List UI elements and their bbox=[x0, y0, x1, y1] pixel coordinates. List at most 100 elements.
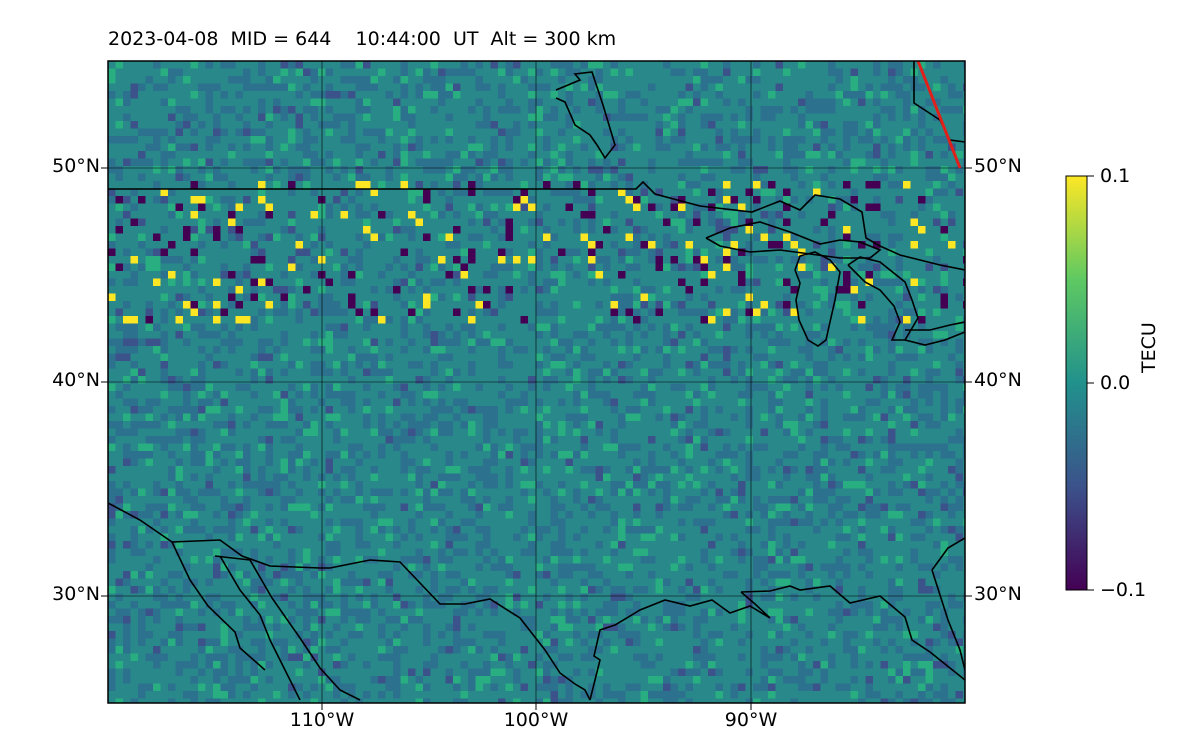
tec-cell bbox=[940, 661, 948, 669]
tec-cell bbox=[258, 563, 266, 571]
tec-cell bbox=[580, 61, 588, 69]
tec-cell bbox=[573, 331, 581, 339]
tec-cell bbox=[843, 226, 851, 234]
tec-cell bbox=[723, 248, 731, 256]
tec-cell bbox=[363, 338, 371, 346]
tec-cell bbox=[288, 481, 296, 489]
tec-cell bbox=[565, 383, 573, 391]
tec-cell bbox=[948, 173, 956, 181]
tec-cell bbox=[415, 473, 423, 481]
tec-cell bbox=[483, 661, 491, 669]
tec-cell bbox=[715, 158, 723, 166]
tec-cell bbox=[123, 481, 131, 489]
tec-cell bbox=[955, 398, 963, 406]
tec-cell bbox=[588, 376, 596, 384]
tec-cell bbox=[520, 188, 528, 196]
tec-cell bbox=[693, 653, 701, 661]
tec-cell bbox=[198, 226, 206, 234]
tec-cell bbox=[340, 698, 348, 703]
tec-cell bbox=[573, 368, 581, 376]
tec-cell bbox=[640, 526, 648, 534]
tec-cell bbox=[633, 683, 641, 691]
tec-cell bbox=[498, 301, 506, 309]
tec-cell bbox=[273, 181, 281, 189]
tec-cell bbox=[633, 91, 641, 99]
tec-cell bbox=[685, 443, 693, 451]
tec-cell bbox=[685, 98, 693, 106]
tec-cell bbox=[115, 196, 123, 204]
tec-cell bbox=[843, 181, 851, 189]
tec-cell bbox=[430, 571, 438, 579]
tec-cell bbox=[558, 353, 566, 361]
tec-cell bbox=[580, 196, 588, 204]
tec-cell bbox=[505, 293, 513, 301]
tec-cell bbox=[490, 473, 498, 481]
tec-cell bbox=[610, 428, 618, 436]
tec-cell bbox=[798, 271, 806, 279]
tec-cell bbox=[723, 211, 731, 219]
tec-cell bbox=[760, 683, 768, 691]
tec-cell bbox=[663, 263, 671, 271]
tec-cell bbox=[243, 293, 251, 301]
tec-cell bbox=[933, 488, 941, 496]
tec-cell bbox=[153, 616, 161, 624]
tec-cell bbox=[820, 293, 828, 301]
tec-cell bbox=[730, 346, 738, 354]
tec-cell bbox=[888, 451, 896, 459]
tec-cell bbox=[430, 158, 438, 166]
tec-cell bbox=[288, 218, 296, 226]
tec-cell bbox=[130, 406, 138, 414]
tec-cell bbox=[378, 181, 386, 189]
tec-cell bbox=[288, 263, 296, 271]
tec-cell bbox=[408, 601, 416, 609]
tec-cell bbox=[888, 361, 896, 369]
tec-cell bbox=[648, 233, 656, 241]
tec-cell bbox=[573, 488, 581, 496]
tec-cell bbox=[565, 61, 573, 69]
tec-cell bbox=[603, 616, 611, 624]
tec-cell bbox=[768, 511, 776, 519]
tec-cell bbox=[753, 76, 761, 84]
tec-cell bbox=[280, 113, 288, 121]
tec-cell bbox=[408, 526, 416, 534]
tec-cell bbox=[625, 218, 633, 226]
tec-cell bbox=[865, 608, 873, 616]
tec-cell bbox=[340, 496, 348, 504]
tec-cell bbox=[213, 563, 221, 571]
tec-cell bbox=[213, 331, 221, 339]
tec-cell bbox=[828, 458, 836, 466]
tec-cell bbox=[228, 181, 236, 189]
tec-cell bbox=[295, 278, 303, 286]
tec-cell bbox=[183, 391, 191, 399]
tec-cell bbox=[483, 526, 491, 534]
tec-cell bbox=[565, 638, 573, 646]
tec-cell bbox=[438, 556, 446, 564]
tec-cell bbox=[220, 196, 228, 204]
tec-cell bbox=[670, 106, 678, 114]
tec-cell bbox=[273, 233, 281, 241]
tec-cell bbox=[610, 113, 618, 121]
tec-cell bbox=[535, 683, 543, 691]
tec-cell bbox=[543, 226, 551, 234]
tec-cell bbox=[400, 136, 408, 144]
tec-cell bbox=[190, 451, 198, 459]
tec-cell bbox=[948, 211, 956, 219]
tec-cell bbox=[625, 181, 633, 189]
tec-cell bbox=[963, 391, 965, 399]
tec-cell bbox=[183, 601, 191, 609]
tec-cell bbox=[895, 511, 903, 519]
tec-cell bbox=[378, 316, 386, 324]
tec-cell bbox=[355, 248, 363, 256]
tec-cell bbox=[558, 488, 566, 496]
tec-cell bbox=[138, 683, 146, 691]
tec-cell bbox=[303, 128, 311, 136]
tec-cell bbox=[295, 91, 303, 99]
tec-cell bbox=[265, 503, 273, 511]
tec-cell bbox=[633, 406, 641, 414]
tec-cell bbox=[700, 271, 708, 279]
tec-cell bbox=[340, 61, 348, 69]
tec-cell bbox=[513, 428, 521, 436]
tec-cell bbox=[513, 106, 521, 114]
tec-cell bbox=[235, 631, 243, 639]
tec-cell bbox=[543, 436, 551, 444]
